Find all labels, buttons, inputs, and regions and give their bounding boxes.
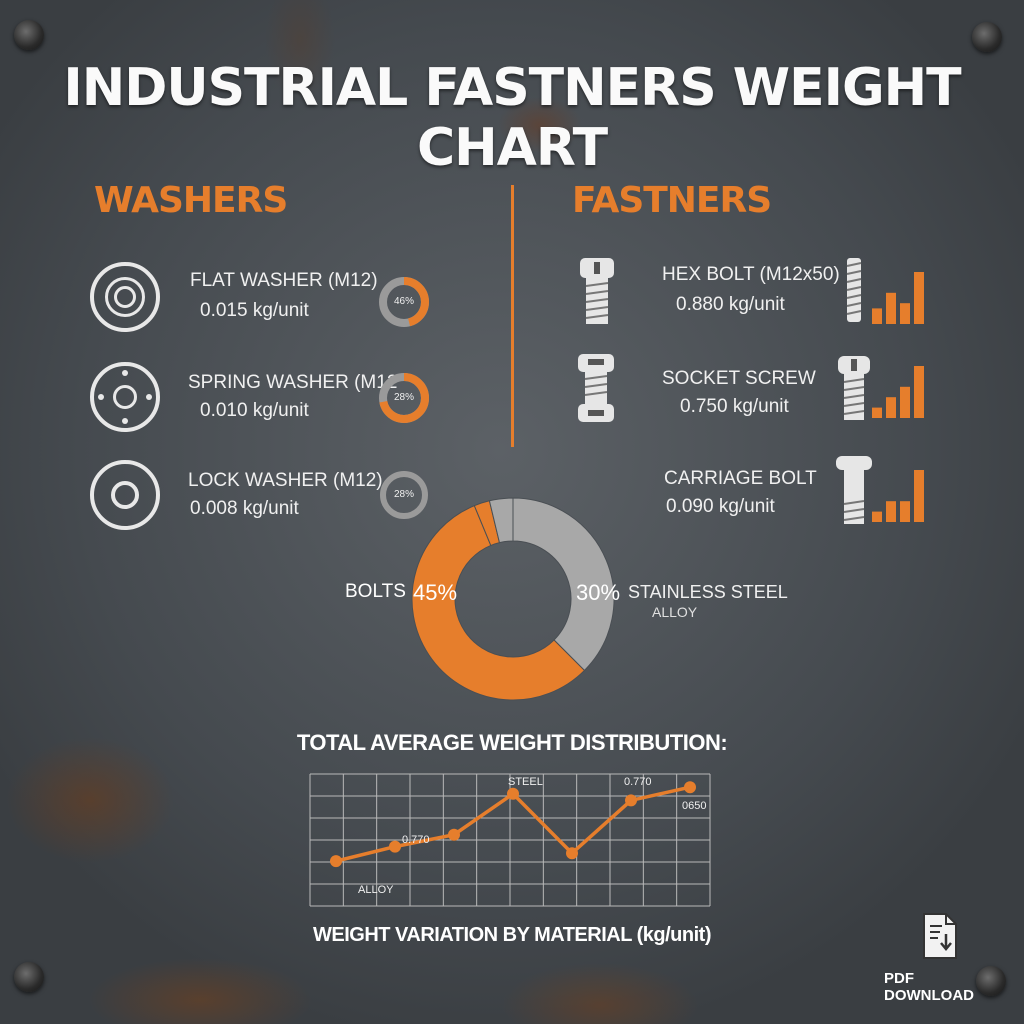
mini-bar [886,397,896,418]
mini-bar-chart [872,366,924,418]
ring-label: 46% [393,296,414,307]
data-point [448,828,460,841]
fastener-name: SOCKET SCREW [662,368,816,389]
lock-washer-icon [90,460,160,530]
washer-weight: 0.008 kg/unit [190,498,299,519]
washer-weight: 0.015 kg/unit [200,300,309,321]
socket-screw-icon [576,352,616,429]
data-point [330,855,342,868]
mini-bar [900,501,910,522]
mini-bar [872,511,882,522]
rivet-icon [972,22,1002,52]
threaded-rod-icon [844,256,864,329]
washer-ring-gauge: 28% [376,467,432,523]
weight-variation-line-chart [309,773,711,907]
weight-distribution-donut-chart [411,497,615,701]
section-divider [511,185,514,447]
donut-slice [512,497,615,672]
hex-bolt-icon [578,256,616,331]
carriage-bolt-icon [834,454,874,533]
fastener-name: HEX BOLT (M12x50) [662,264,840,285]
mini-bar [900,386,910,418]
rivet-icon [14,962,44,992]
ring-label: 28% [393,392,414,403]
washer-name: SPRING WASHER (M12 [188,372,398,393]
mini-bar [914,272,924,324]
alloy-label: ALLOY [652,604,698,620]
mini-bar [872,407,882,418]
distribution-title: TOTAL AVERAGE WEIGHT DISTRIBUTION: [296,730,728,755]
data-point [625,794,637,807]
screw-icon [836,354,872,429]
mini-bar [914,366,924,418]
washer-weight: 0.010 kg/unit [200,400,309,421]
page-title: INDUSTRIAL FASTNERS WEIGHT CHART [63,58,961,178]
bolts-percent-label: 45% [413,580,458,605]
fastener-weight: 0.090 kg/unit [666,496,775,517]
mini-bar [886,292,896,324]
data-point [507,787,519,800]
stainless-steel-label: STAINLESS STEEL [628,582,788,602]
washer-ring-gauge: 28% [376,370,432,426]
annotation-value: 0.770 [402,834,430,846]
mini-bar [914,470,924,522]
annotation-steel: STEEL [508,776,543,788]
fastener-weight: 0.750 kg/unit [680,396,789,417]
fastener-weight: 0.880 kg/unit [676,294,785,315]
mini-bar [900,303,910,324]
mini-bar [886,501,896,522]
rivet-icon [976,966,1006,996]
annotation-value: 0.770 [624,776,652,788]
donut-slice [488,497,514,544]
data-point [566,847,578,860]
pdf-download-button[interactable]: PDF DOWNLOAD [884,912,994,1004]
mini-bar [872,308,882,324]
annotation-alloy: ALLOY [358,884,394,896]
washer-name: LOCK WASHER (M12) [188,470,383,491]
pdf-download-label: PDF DOWNLOAD [884,970,974,1004]
fastener-name: CARRIAGE BOLT [664,468,817,489]
rivet-icon [14,20,44,50]
donut-slice [411,505,586,701]
data-point [684,781,696,794]
flat-washer-icon [90,262,160,332]
washers-heading: WASHERS [94,180,288,221]
mini-bar-chart [872,272,924,324]
stainless-percent-label: 30% [576,580,621,605]
washer-ring-gauge: 46% [376,274,432,330]
spring-washer-icon [90,362,160,432]
washer-name: FLAT WASHER (M12) [190,270,378,291]
mini-bar-chart [872,470,924,522]
pdf-download-icon [920,912,960,965]
data-point [389,840,401,853]
bolts-label: BOLTS [345,581,406,602]
ring-label: 28% [393,489,414,500]
line-chart-title: WEIGHT VARIATION BY MATERIAL (kg/unit) [312,924,712,946]
annotation-value: 0650 [682,800,707,812]
fasteners-heading: FASTNERS [572,180,772,221]
